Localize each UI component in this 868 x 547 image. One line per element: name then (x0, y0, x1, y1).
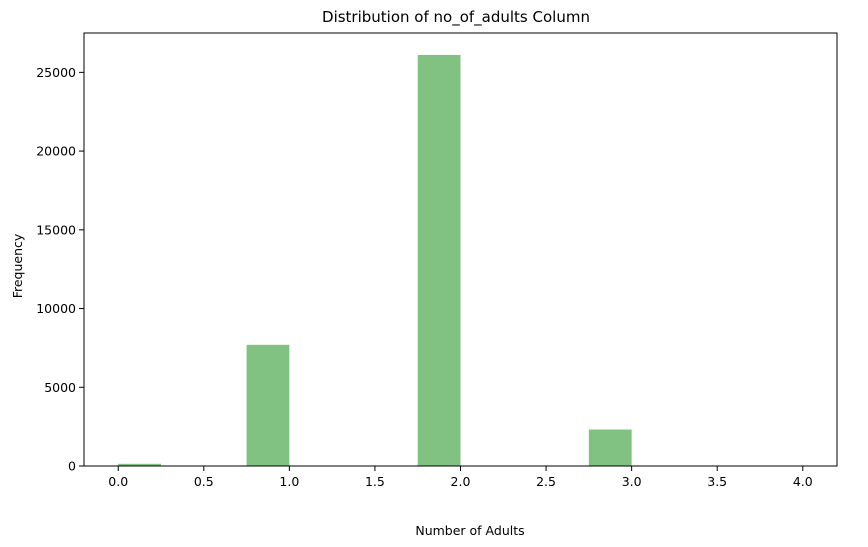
x-tick-label: 1.0 (279, 474, 299, 489)
y-axis-ticks: 0 5000 10000 15000 20000 25000 (36, 65, 84, 474)
x-tick-label: 2.5 (536, 474, 556, 489)
x-tick-label: 3.0 (622, 474, 642, 489)
chart-title: Distribution of no_of_adults Column (322, 8, 590, 27)
x-axis-label: Number of Adults (415, 523, 524, 538)
histogram-bar-2 (417, 54, 461, 467)
y-tick-label: 20000 (36, 144, 76, 159)
histogram-bar-3 (588, 429, 632, 466)
x-tick-label: 0.5 (194, 474, 214, 489)
y-axis-label: Frequency (10, 233, 25, 298)
x-tick-label: 1.5 (365, 474, 385, 489)
x-tick-label: 2.0 (451, 474, 471, 489)
x-tick-label: 0.0 (108, 474, 128, 489)
y-tick-label: 25000 (36, 65, 76, 80)
y-tick-label: 0 (68, 459, 76, 474)
y-tick-label: 5000 (44, 380, 76, 395)
bars-layer (118, 54, 803, 467)
x-axis-ticks: 0.0 0.5 1.0 1.5 2.0 2.5 3.0 3.5 4.0 (108, 466, 813, 489)
y-tick-label: 10000 (36, 301, 76, 316)
x-tick-label: 3.5 (707, 474, 727, 489)
histogram-bar-1 (246, 344, 290, 466)
x-tick-label: 4.0 (793, 474, 813, 489)
histogram-bar-0 (118, 463, 162, 466)
y-tick-label: 15000 (36, 222, 76, 237)
